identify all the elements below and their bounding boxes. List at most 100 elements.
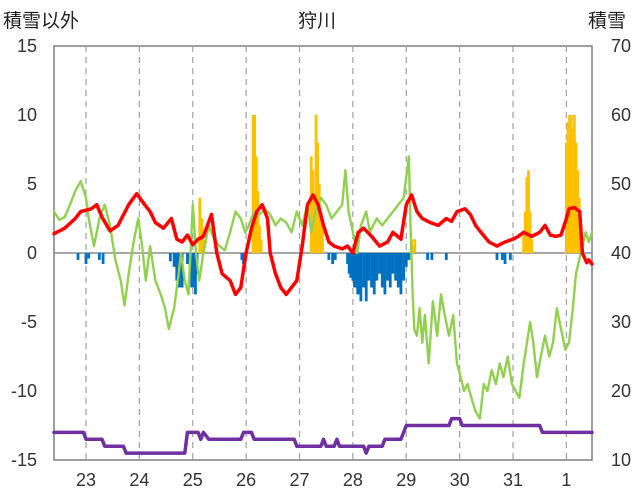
right-tick-label: 70 [611,36,631,56]
bar-positive [527,170,530,253]
bar-negative [430,253,434,260]
bar-positive [574,142,578,253]
right-axis-ticks: 10 20 30 40 50 60 70 [611,36,631,470]
left-tick-label: 15 [17,36,37,56]
right-tick-label: 60 [611,105,631,125]
bar-negative [172,253,176,267]
bar-positive [259,239,263,253]
bar-negative [190,253,194,288]
left-tick-label: -10 [11,381,37,401]
bar-negative [372,253,376,295]
left-tick-label: 5 [27,174,37,194]
bar-negative [333,253,337,260]
bar-negative [426,253,430,260]
bar-positive [198,197,202,253]
bar-positive [202,239,205,253]
bar-negative [240,253,244,260]
bar-negative [192,253,196,288]
bar-positive [568,115,571,253]
bar-positive [319,211,323,253]
x-tick-label: 30 [450,470,470,490]
bar-negative [364,253,368,302]
bar-negative [353,253,356,288]
left-tick-label: -15 [11,450,37,470]
bar-negative [396,253,400,288]
bar-negative [76,253,80,260]
x-tick-label: 29 [396,470,416,490]
bar-positive [316,142,320,253]
bar-negative [354,253,358,288]
bar-negative [168,253,172,262]
bar-negative [362,253,365,288]
bar-negative [84,253,88,265]
bar-positive [321,225,324,253]
chart-title: 狩川 [298,11,337,32]
x-tick-label: 27 [290,470,310,490]
bar-negative [378,253,381,274]
bar-negative [500,253,504,260]
bar-positive [311,170,315,253]
bar-positive [411,246,415,253]
bar-negative [242,253,245,265]
bars-negative [76,253,512,302]
bar-negative [356,253,360,295]
x-tick-label: 1 [561,470,571,490]
bar-positive [566,121,570,254]
series-green-line [52,155,594,420]
bar-negative [367,253,371,281]
bar-negative [383,253,387,295]
bar-positive [571,128,575,253]
bar-negative [391,253,395,274]
bar-positive [258,225,261,253]
bar-negative [357,253,361,295]
x-tick-label: 23 [76,470,96,490]
right-tick-label: 30 [611,312,631,332]
bar-negative [404,253,408,267]
right-tick-label: 20 [611,381,631,401]
bar-negative [394,253,397,281]
bar-negative [194,253,197,295]
x-tick-label: 25 [183,470,203,490]
x-axis-ticks: 23 24 25 26 27 28 29 30 31 1 [76,470,571,490]
bar-negative [495,253,499,260]
bar-negative [347,253,351,274]
left-tick-label: 10 [17,105,37,125]
left-tick-label: 0 [27,243,37,263]
x-tick-label: 26 [236,470,256,490]
right-tick-label: 10 [611,450,631,470]
bar-positive [309,156,313,253]
bar-positive [256,190,260,253]
bar-positive [254,156,258,253]
bar-negative [87,253,91,259]
bar-positive [572,115,576,253]
left-axis-ticks: -15 -10 -5 0 5 10 15 [11,36,37,470]
bar-negative [388,253,392,288]
bars-positive [198,115,583,254]
bar-negative [503,253,507,265]
bar-negative [327,253,331,260]
bar-positive [313,197,316,253]
series-lines [52,155,594,455]
bar-positive [314,115,318,253]
series-purple-line [52,416,594,455]
bar-negative [180,253,184,288]
bar-negative [97,253,101,260]
bar-positive [317,184,321,253]
bar-negative [444,253,448,260]
left-tick-label: -5 [21,312,37,332]
bar-positive [530,239,534,253]
bar-negative [349,253,353,278]
bar-negative [402,253,405,281]
bar-negative [375,253,379,281]
bar-negative [407,253,411,260]
bar-negative [175,253,179,281]
bar-positive [251,115,255,253]
bar-negative [186,253,189,265]
x-tick-label: 31 [503,470,523,490]
bar-positive [525,177,529,253]
bar-negative [399,253,403,295]
bar-negative [331,253,335,265]
bar-negative [380,253,384,288]
bar-positive [569,115,573,253]
